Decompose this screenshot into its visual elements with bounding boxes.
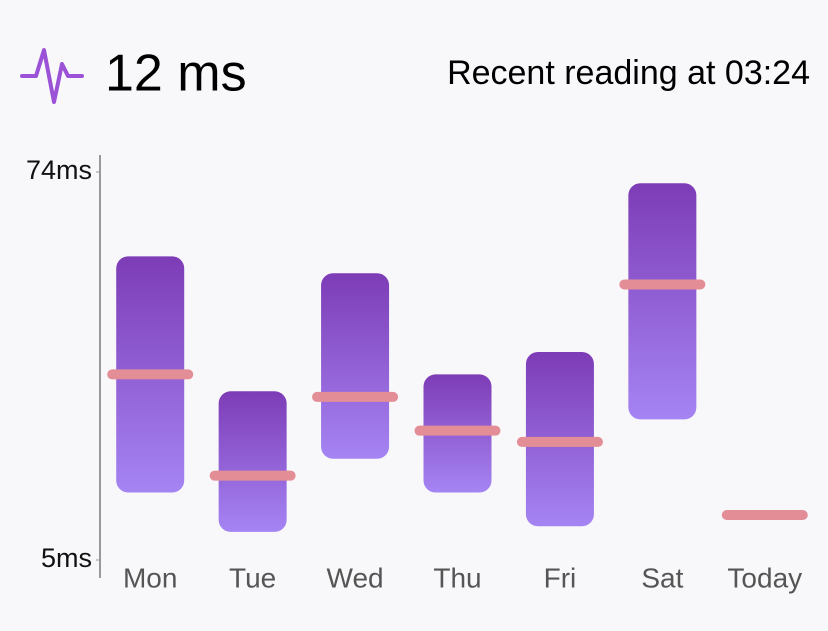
- range-bar: [628, 183, 697, 420]
- x-tick-label: Fri: [544, 562, 577, 593]
- reading-time: Recent reading at 03:24: [447, 54, 810, 92]
- x-tick-label: Thu: [433, 562, 481, 593]
- range-bar: [218, 391, 287, 532]
- x-tick-label: Sat: [641, 562, 683, 593]
- range-bar: [321, 273, 390, 459]
- x-tick-label: Mon: [123, 562, 177, 593]
- x-tick-label: Today: [727, 562, 802, 593]
- x-tick-label: Tue: [229, 562, 276, 593]
- y-tick-label: 5ms: [41, 543, 92, 573]
- y-tick-label: 74ms: [26, 155, 92, 185]
- current-value: 12 ms: [105, 45, 247, 103]
- heart-icon: [20, 48, 84, 104]
- x-tick-label: Wed: [327, 562, 384, 593]
